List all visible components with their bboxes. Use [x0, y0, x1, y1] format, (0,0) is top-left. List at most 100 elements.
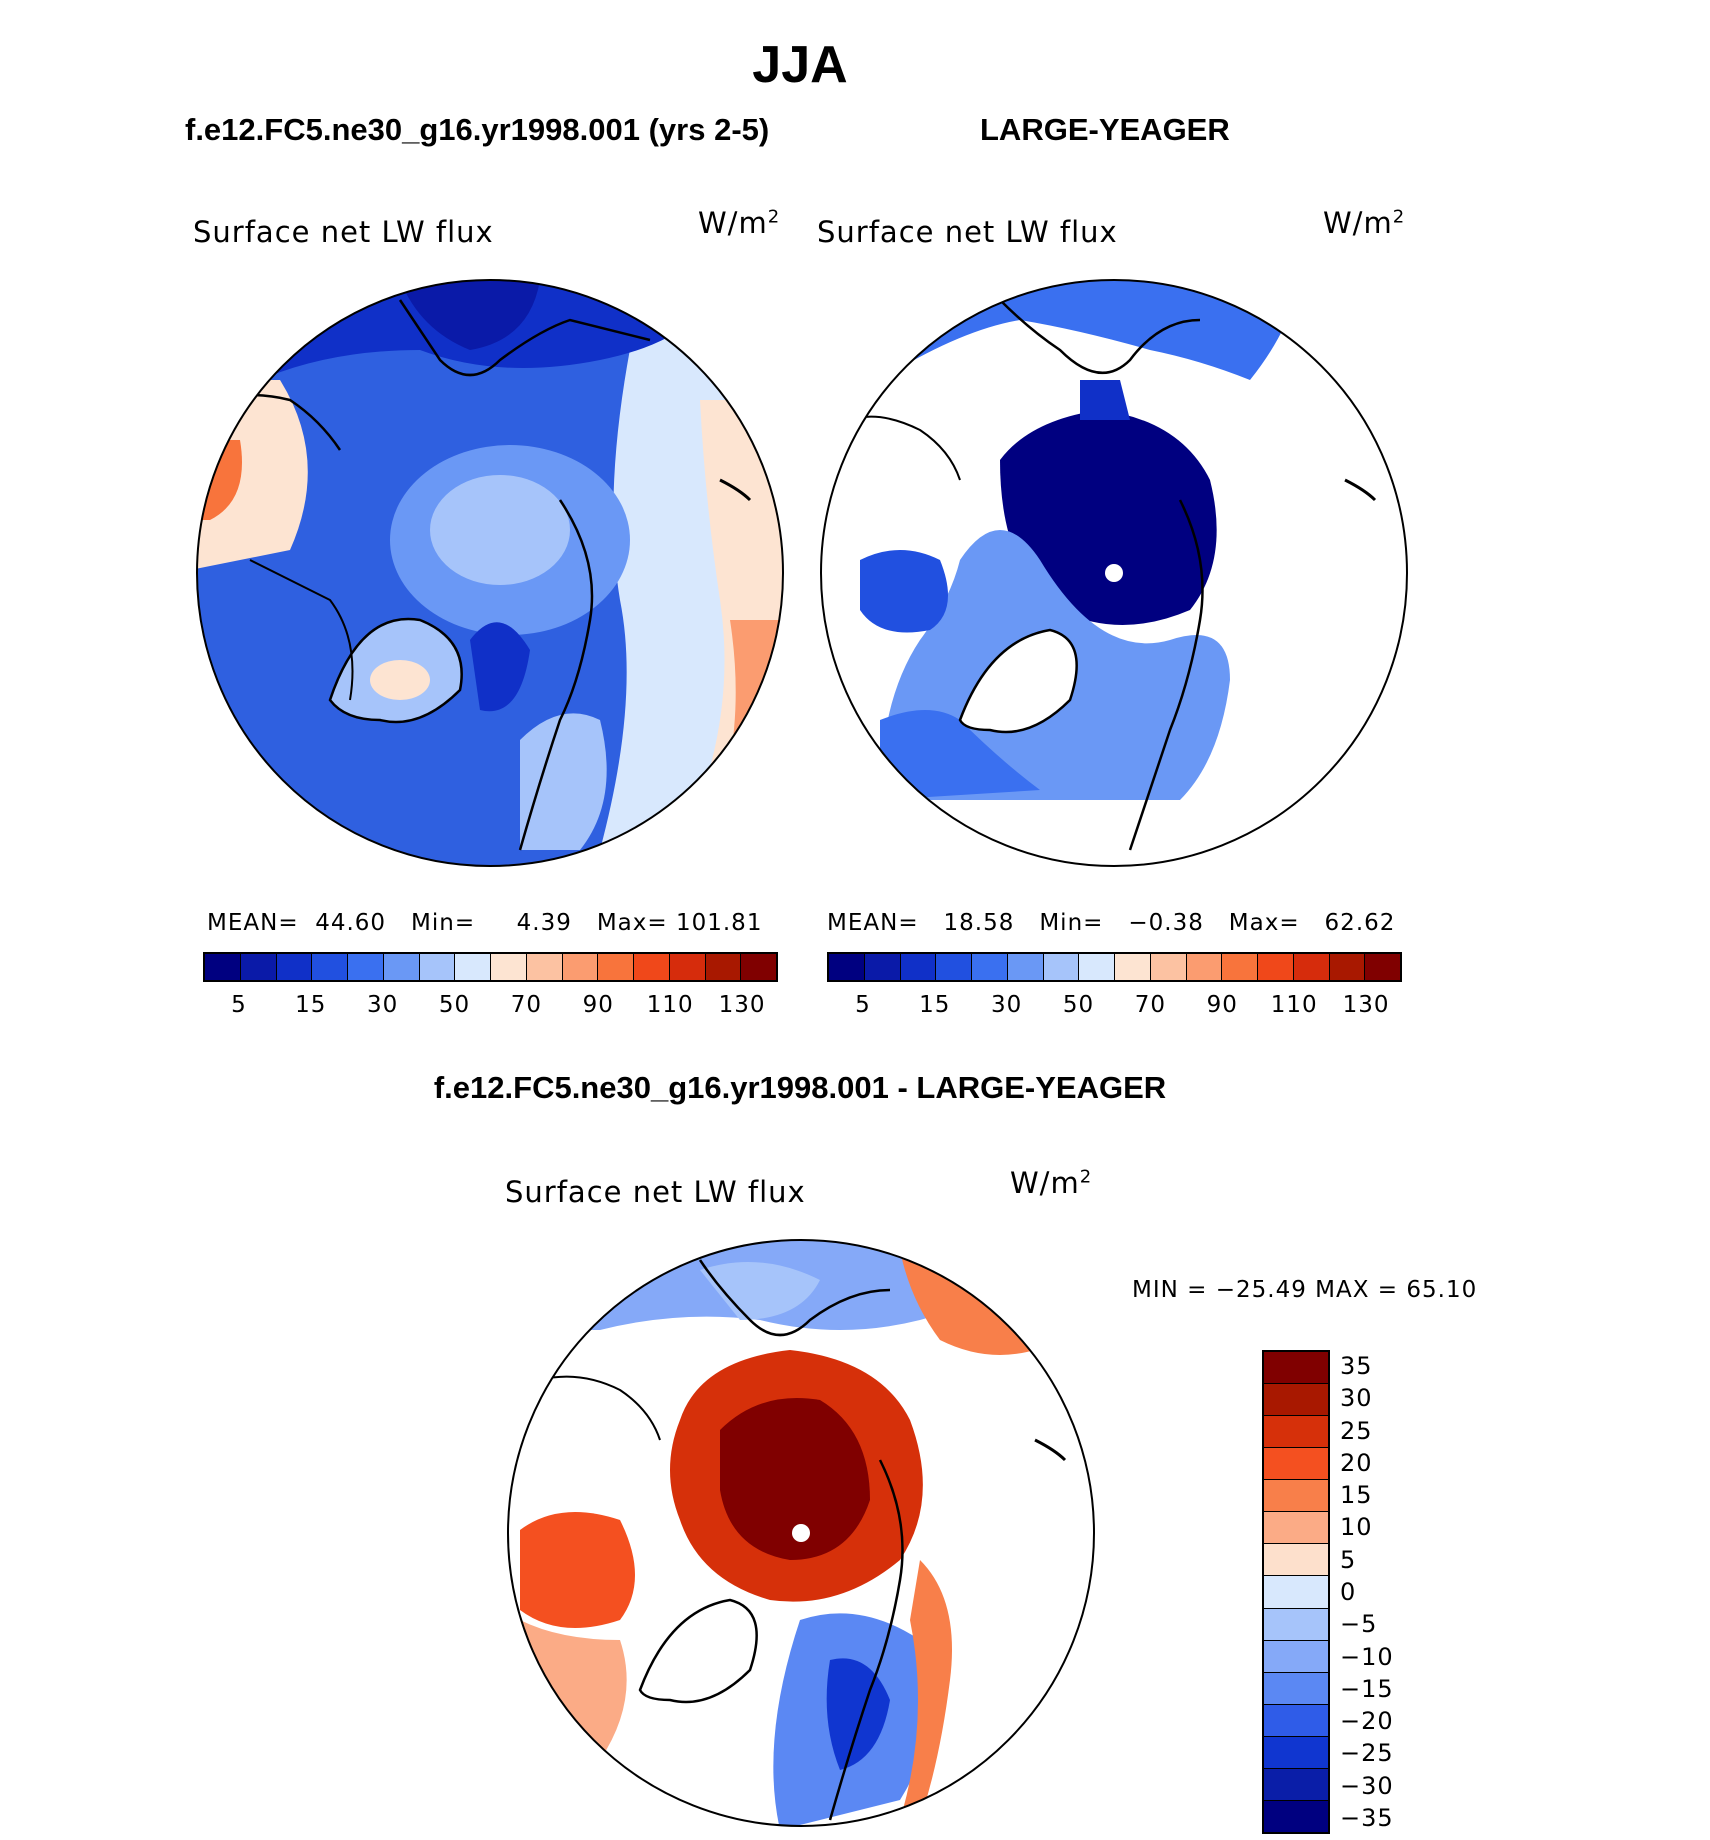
- colorbar-swatch: [1264, 1608, 1328, 1641]
- right-colorbar: [827, 952, 1402, 982]
- colorbar-swatch: [1186, 954, 1223, 980]
- colorbar-tick-label: 30: [1340, 1384, 1373, 1413]
- colorbar-swatch: [1329, 954, 1366, 980]
- colorbar-tick-label: 0: [1340, 1578, 1357, 1606]
- colorbar-swatch: [455, 954, 491, 980]
- colorbar-swatch: [205, 954, 241, 980]
- diff-colorbar: [1262, 1350, 1330, 1834]
- left-case-title: f.e12.FC5.ne30_g16.yr1998.001 (yrs 2-5): [185, 112, 770, 147]
- colorbar-swatch: [972, 954, 1008, 980]
- colorbar-swatch: [1264, 1576, 1328, 1609]
- colorbar-tick-label: 15: [919, 992, 951, 1018]
- colorbar-swatch: [1264, 1672, 1328, 1705]
- colorbar-tick-label: −30: [1340, 1771, 1394, 1800]
- colorbar-swatch: [419, 954, 456, 980]
- diff-case-title: f.e12.FC5.ne30_g16.yr1998.001 - LARGE-YE…: [433, 1070, 1167, 1105]
- colorbar-swatch: [1264, 1416, 1328, 1449]
- colorbar-tick-label: 50: [1062, 992, 1095, 1018]
- right-variable-title: Surface net LW flux: [817, 215, 1118, 249]
- colorbar-swatch: [491, 954, 527, 980]
- colorbar-tick-label: 50: [438, 992, 471, 1018]
- colorbar-swatch: [741, 954, 776, 980]
- colorbar-tick-label: 30: [991, 992, 1023, 1018]
- colorbar-tick-label: 10: [1340, 1513, 1373, 1542]
- colorbar-tick-label: 90: [1206, 992, 1238, 1018]
- right-map-border: [820, 279, 1408, 867]
- colorbar-swatch: [240, 954, 277, 980]
- colorbar-tick-label: 35: [1340, 1352, 1373, 1381]
- colorbar-swatch: [562, 954, 599, 980]
- colorbar-swatch: [1264, 1512, 1328, 1545]
- colorbar-tick-label: 110: [646, 992, 694, 1018]
- colorbar-swatch: [900, 954, 937, 980]
- diff-variable-title: Surface net LW flux: [505, 1175, 806, 1209]
- left-stats: MEAN= 44.60 Min= 4.39 Max= 101.81: [207, 910, 763, 936]
- colorbar-swatch: [936, 954, 972, 980]
- colorbar-tick-label: 130: [1342, 992, 1390, 1018]
- colorbar-tick-label: 70: [510, 992, 543, 1018]
- colorbar-tick-label: 130: [718, 992, 766, 1018]
- colorbar-swatch: [864, 954, 901, 980]
- colorbar-swatch: [1258, 954, 1294, 980]
- colorbar-swatch: [1264, 1768, 1328, 1801]
- colorbar-swatch: [1264, 1704, 1328, 1737]
- left-variable-title: Surface net LW flux: [193, 215, 494, 249]
- colorbar-swatch: [634, 954, 670, 980]
- colorbar-tick-label: −10: [1340, 1642, 1394, 1671]
- right-stats: MEAN= 18.58 Min= −0.38 Max= 62.62: [827, 910, 1396, 936]
- colorbar-swatch: [1079, 954, 1115, 980]
- colorbar-swatch: [1264, 1352, 1328, 1385]
- colorbar-swatch: [312, 954, 348, 980]
- colorbar-swatch: [1264, 1736, 1328, 1769]
- diff-pole-hole: [792, 1524, 810, 1542]
- colorbar-swatch: [598, 954, 634, 980]
- colorbar-swatch: [383, 954, 420, 980]
- diff-units: W/m2: [1010, 1166, 1093, 1200]
- colorbar-tick-label: −25: [1340, 1739, 1394, 1768]
- colorbar-tick-label: −15: [1340, 1674, 1394, 1703]
- colorbar-tick-label: 5: [855, 992, 871, 1018]
- colorbar-tick-label: 25: [1340, 1416, 1373, 1445]
- colorbar-tick-label: 20: [1340, 1448, 1373, 1477]
- left-map-border: [196, 279, 784, 867]
- colorbar-swatch: [1264, 1640, 1328, 1673]
- colorbar-swatch: [1264, 1480, 1328, 1513]
- colorbar-swatch: [669, 954, 706, 980]
- colorbar-tick-label: 15: [295, 992, 327, 1018]
- colorbar-tick-label: 30: [367, 992, 399, 1018]
- colorbar-swatch: [1264, 1384, 1328, 1417]
- colorbar-swatch: [1043, 954, 1080, 980]
- colorbar-swatch: [705, 954, 742, 980]
- left-colorbar: [203, 952, 778, 982]
- colorbar-swatch: [526, 954, 563, 980]
- colorbar-tick-label: 5: [1340, 1545, 1357, 1574]
- colorbar-tick-label: −20: [1340, 1707, 1394, 1736]
- left-units: W/m2: [698, 206, 781, 240]
- colorbar-tick-label: 15: [1340, 1481, 1373, 1510]
- colorbar-swatch: [1222, 954, 1258, 980]
- colorbar-tick-label: 90: [582, 992, 614, 1018]
- colorbar-swatch: [1007, 954, 1044, 980]
- colorbar-swatch: [1365, 954, 1400, 980]
- colorbar-swatch: [276, 954, 313, 980]
- colorbar-swatch: [348, 954, 384, 980]
- right-pole-hole: [1105, 564, 1123, 582]
- colorbar-swatch: [1264, 1448, 1328, 1481]
- colorbar-swatch: [1150, 954, 1187, 980]
- colorbar-tick-label: −5: [1340, 1610, 1378, 1639]
- colorbar-tick-label: 70: [1134, 992, 1167, 1018]
- colorbar-swatch: [1115, 954, 1151, 980]
- diff-map-border: [507, 1239, 1095, 1827]
- colorbar-swatch: [1293, 954, 1330, 980]
- right-case-title: LARGE-YEAGER: [980, 112, 1230, 147]
- right-units: W/m2: [1323, 206, 1406, 240]
- colorbar-swatch: [1264, 1544, 1328, 1577]
- season-title: JJA: [752, 36, 848, 94]
- diff-minmax: MIN = −25.49 MAX = 65.10: [1132, 1277, 1478, 1303]
- colorbar-swatch: [829, 954, 865, 980]
- colorbar-swatch: [1264, 1800, 1328, 1832]
- colorbar-tick-label: −35: [1340, 1803, 1394, 1832]
- colorbar-tick-label: 110: [1270, 992, 1318, 1018]
- colorbar-tick-label: 5: [231, 992, 247, 1018]
